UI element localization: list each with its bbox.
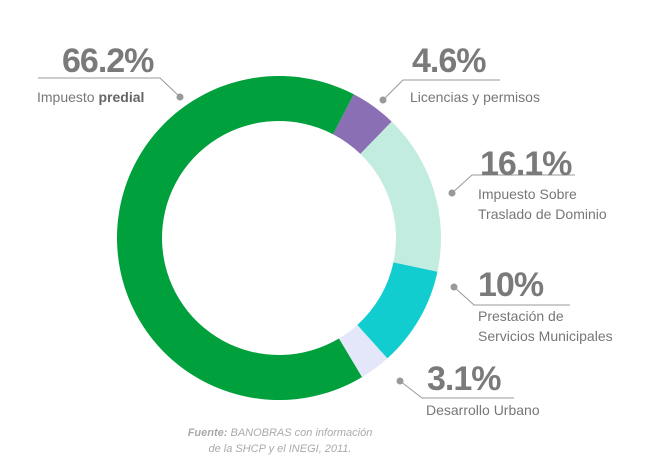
leader-line-2 (451, 174, 575, 194)
value-label-servicios: 10% (478, 266, 544, 304)
donut-slice-0 (333, 94, 392, 154)
leader-dot-2 (448, 189, 456, 197)
value-label-licencias: 4.6% (412, 42, 486, 80)
slice-label-licencias: Licencias y permisos (410, 89, 540, 105)
slice-label-traslado: Impuesto Sobre Traslado de Dominio (478, 186, 607, 222)
value-label-traslado: 16.1% (480, 145, 572, 183)
value-label-predial: 66.2% (62, 42, 154, 80)
donut-slice-1 (360, 121, 442, 272)
leader-dot-3 (450, 283, 458, 291)
slice-label-predial: Impuesto predial (37, 89, 145, 105)
donut-slice-3 (338, 324, 388, 378)
slice-label-desarrollo: Desarrollo Urbano (426, 402, 540, 418)
donut-slice-4 (117, 75, 362, 400)
source-note: Fuente: BANOBRAS con información de la SH… (187, 427, 373, 455)
leader-line-0 (38, 77, 181, 98)
leader-line-1 (382, 79, 500, 101)
leader-dot-1 (379, 96, 387, 104)
leader-line-3 (453, 286, 570, 306)
slice-label-servicios: Prestación de Servicios Municipales (478, 308, 613, 344)
donut-slice-2 (357, 262, 438, 359)
leader-dot-0 (176, 93, 184, 101)
value-label-desarrollo: 3.1% (427, 360, 501, 398)
leader-line-4 (399, 380, 514, 399)
leader-dot-4 (396, 377, 404, 385)
